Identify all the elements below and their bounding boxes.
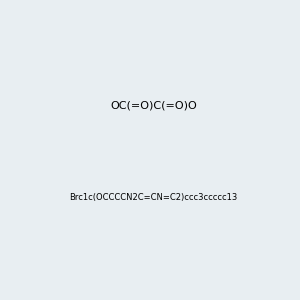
Text: Brc1c(OCCCCN2C=CN=C2)ccc3ccccc13: Brc1c(OCCCCN2C=CN=C2)ccc3ccccc13	[70, 193, 238, 202]
Text: OC(=O)C(=O)O: OC(=O)C(=O)O	[110, 100, 197, 110]
